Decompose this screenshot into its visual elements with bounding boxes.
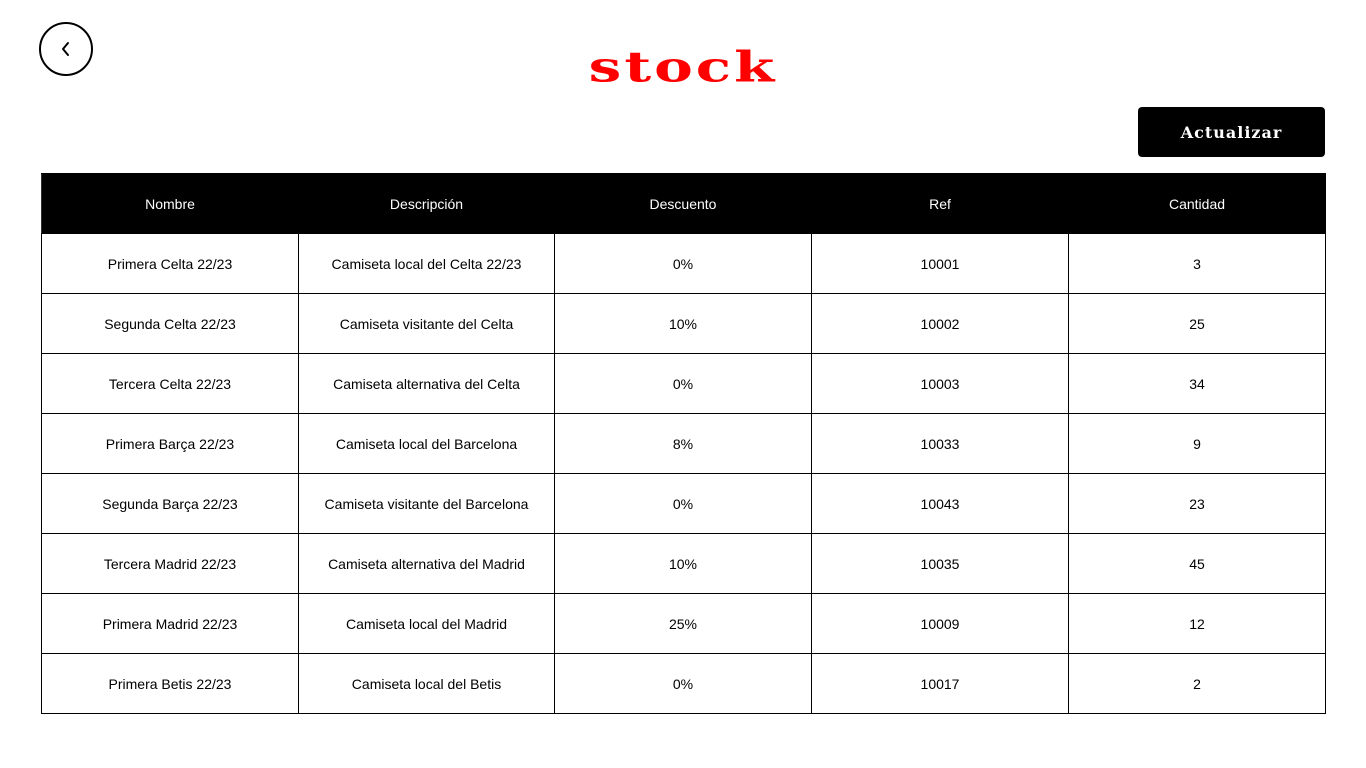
cell-nombre: Primera Celta 22/23 bbox=[41, 233, 299, 294]
cell-descripcion: Camiseta local del Celta 22/23 bbox=[298, 233, 555, 294]
page-title: stock bbox=[588, 42, 778, 92]
cell-ref: 10009 bbox=[811, 593, 1069, 654]
cell-ref: 10033 bbox=[811, 413, 1069, 474]
cell-descripcion: Camiseta local del Madrid bbox=[298, 593, 555, 654]
table-row[interactable]: Primera Celta 22/23 Camiseta local del C… bbox=[41, 233, 1326, 294]
cell-descuento: 25% bbox=[554, 593, 812, 654]
cell-descuento: 0% bbox=[554, 233, 812, 294]
table-row[interactable]: Primera Betis 22/23 Camiseta local del B… bbox=[41, 653, 1326, 714]
column-header-ref[interactable]: Ref bbox=[811, 173, 1069, 234]
cell-descuento: 0% bbox=[554, 473, 812, 534]
cell-descripcion: Camiseta alternativa del Madrid bbox=[298, 533, 555, 594]
cell-cantidad: 3 bbox=[1068, 233, 1326, 294]
cell-descripcion: Camiseta local del Betis bbox=[298, 653, 555, 714]
table-row[interactable]: Segunda Celta 22/23 Camiseta visitante d… bbox=[41, 293, 1326, 354]
update-button[interactable]: Actualizar bbox=[1138, 107, 1325, 157]
cell-ref: 10002 bbox=[811, 293, 1069, 354]
cell-ref: 10001 bbox=[811, 233, 1069, 294]
table-header-row: Nombre Descripción Descuento Ref Cantida… bbox=[41, 173, 1326, 234]
cell-nombre: Primera Madrid 22/23 bbox=[41, 593, 299, 654]
cell-nombre: Segunda Celta 22/23 bbox=[41, 293, 299, 354]
cell-cantidad: 23 bbox=[1068, 473, 1326, 534]
cell-ref: 10035 bbox=[811, 533, 1069, 594]
cell-nombre: Primera Barça 22/23 bbox=[41, 413, 299, 474]
back-button[interactable] bbox=[39, 22, 93, 76]
column-header-nombre[interactable]: Nombre bbox=[41, 173, 299, 234]
cell-ref: 10043 bbox=[811, 473, 1069, 534]
cell-cantidad: 9 bbox=[1068, 413, 1326, 474]
table-row[interactable]: Tercera Celta 22/23 Camiseta alternativa… bbox=[41, 353, 1326, 414]
cell-descripcion: Camiseta visitante del Celta bbox=[298, 293, 555, 354]
cell-cantidad: 2 bbox=[1068, 653, 1326, 714]
cell-nombre: Primera Betis 22/23 bbox=[41, 653, 299, 714]
cell-cantidad: 25 bbox=[1068, 293, 1326, 354]
cell-descuento: 10% bbox=[554, 293, 812, 354]
stock-table-container: Nombre Descripción Descuento Ref Cantida… bbox=[41, 173, 1326, 714]
cell-descuento: 0% bbox=[554, 653, 812, 714]
chevron-left-icon bbox=[59, 40, 73, 58]
stock-table: Nombre Descripción Descuento Ref Cantida… bbox=[41, 173, 1326, 714]
column-header-descuento[interactable]: Descuento bbox=[554, 173, 812, 234]
table-row[interactable]: Primera Madrid 22/23 Camiseta local del … bbox=[41, 593, 1326, 654]
column-header-cantidad[interactable]: Cantidad bbox=[1068, 173, 1326, 234]
cell-nombre: Tercera Madrid 22/23 bbox=[41, 533, 299, 594]
cell-descuento: 0% bbox=[554, 353, 812, 414]
cell-nombre: Segunda Barça 22/23 bbox=[41, 473, 299, 534]
cell-cantidad: 34 bbox=[1068, 353, 1326, 414]
cell-descripcion: Camiseta local del Barcelona bbox=[298, 413, 555, 474]
cell-nombre: Tercera Celta 22/23 bbox=[41, 353, 299, 414]
cell-descuento: 8% bbox=[554, 413, 812, 474]
table-row[interactable]: Tercera Madrid 22/23 Camiseta alternativ… bbox=[41, 533, 1326, 594]
cell-ref: 10003 bbox=[811, 353, 1069, 414]
table-row[interactable]: Primera Barça 22/23 Camiseta local del B… bbox=[41, 413, 1326, 474]
table-row[interactable]: Segunda Barça 22/23 Camiseta visitante d… bbox=[41, 473, 1326, 534]
cell-cantidad: 45 bbox=[1068, 533, 1326, 594]
cell-descuento: 10% bbox=[554, 533, 812, 594]
cell-cantidad: 12 bbox=[1068, 593, 1326, 654]
cell-descripcion: Camiseta alternativa del Celta bbox=[298, 353, 555, 414]
cell-descripcion: Camiseta visitante del Barcelona bbox=[298, 473, 555, 534]
column-header-descripcion[interactable]: Descripción bbox=[298, 173, 555, 234]
cell-ref: 10017 bbox=[811, 653, 1069, 714]
